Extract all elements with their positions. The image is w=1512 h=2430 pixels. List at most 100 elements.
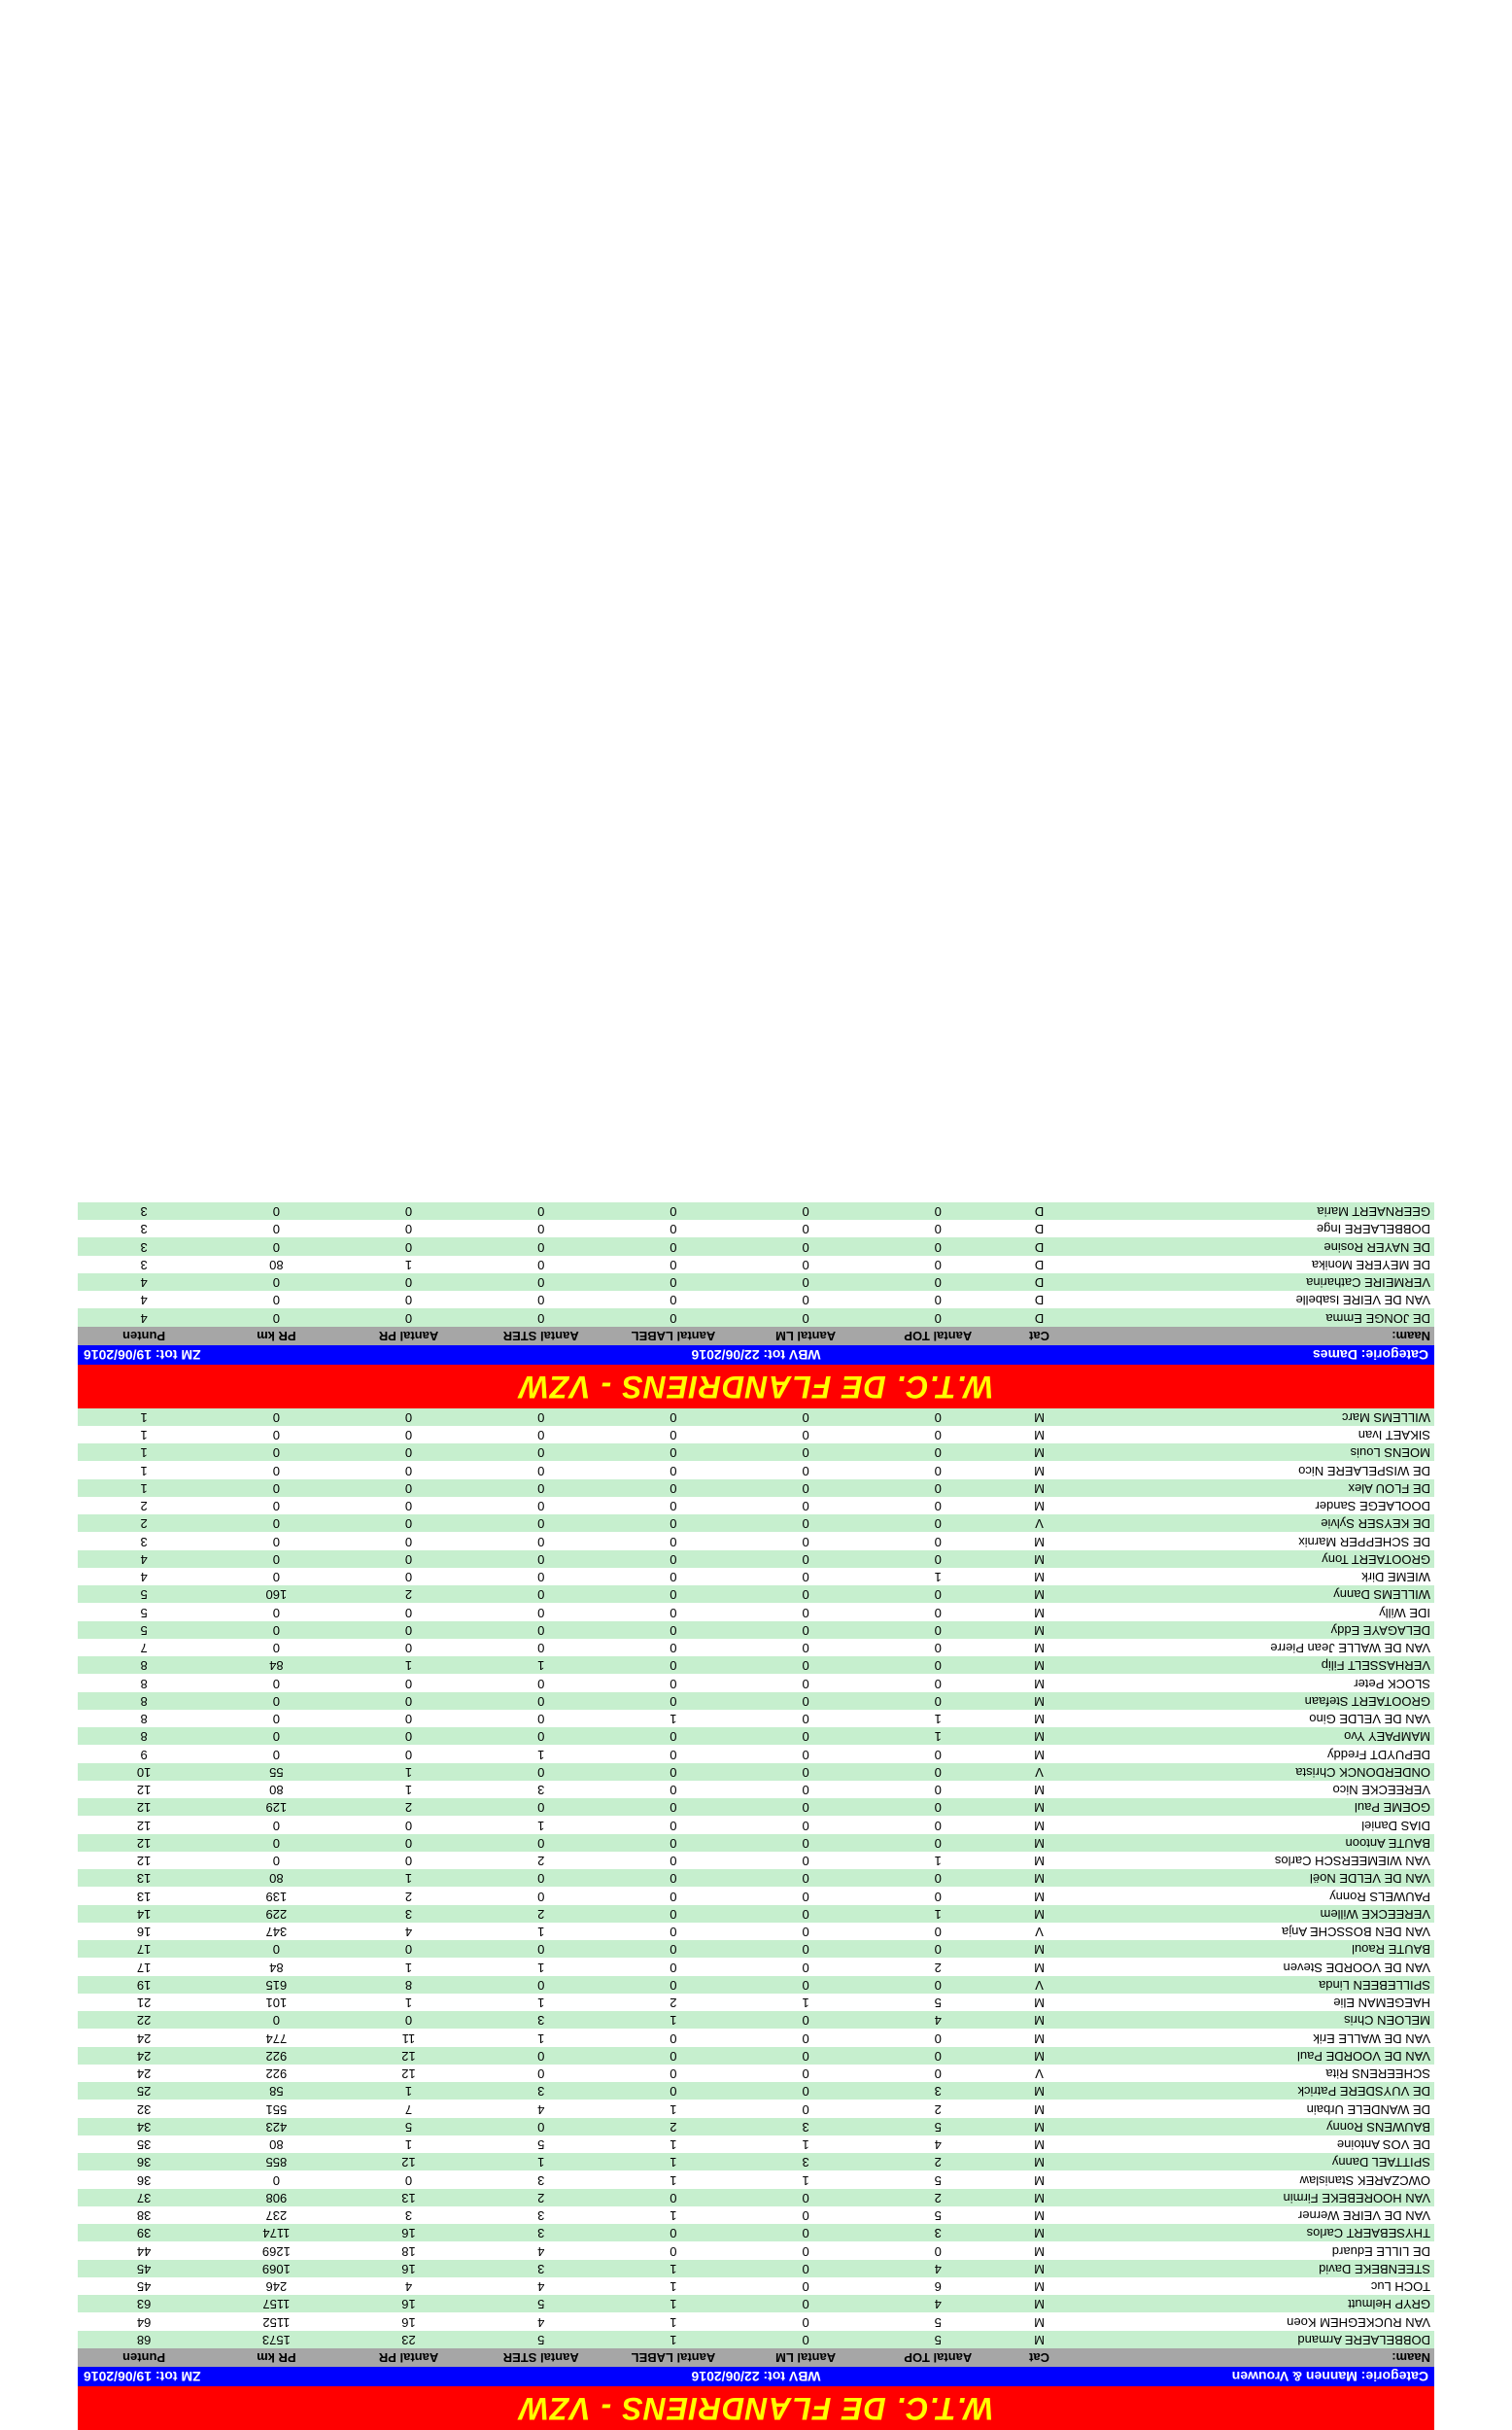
cell: M — [1004, 1834, 1074, 1852]
cell: 0 — [210, 1462, 342, 1479]
cell: 0 — [475, 1273, 607, 1291]
cell: M — [1004, 1585, 1074, 1603]
cell: 0 — [739, 1256, 872, 1273]
cell: 0 — [607, 1426, 739, 1443]
cell: 0 — [342, 1291, 474, 1308]
cell: M — [1004, 2030, 1074, 2047]
cell: 0 — [872, 1443, 1004, 1461]
cell: M — [1004, 1462, 1074, 1479]
table-row: DOBBELAERE IngeD0000003 — [78, 1220, 1434, 1237]
cell: D — [1004, 1220, 1074, 1237]
table-row: BAUWENS RonnyM5320542334 — [78, 2118, 1434, 2135]
table-row: VAN DE VELDE NoëlM000018013 — [78, 1869, 1434, 1887]
table-row: ONDERDONCK ChristaV000015510 — [78, 1763, 1434, 1781]
col-header: Naam: — [1075, 2348, 1434, 2367]
cell: 160 — [210, 1585, 342, 1603]
cell: 1 — [475, 2030, 607, 2047]
cell: M — [1004, 2331, 1074, 2348]
cell: 0 — [872, 1656, 1004, 1674]
col-header: Aantal PR — [342, 1327, 474, 1345]
cell: 0 — [210, 1550, 342, 1568]
cell: 0 — [739, 1497, 872, 1514]
catrow-1: Categorie: Mannen & Vrouwen WBV tot: 22/… — [78, 2367, 1434, 2386]
cell: 0 — [739, 2224, 872, 2241]
cell: SLOCK Peter — [1075, 1675, 1434, 1692]
cell: 0 — [342, 1220, 474, 1237]
cell: 5 — [78, 1621, 210, 1639]
cell: 0 — [739, 1940, 872, 1958]
catrow1-right: ZM tot: 19/06/2016 — [84, 2369, 532, 2384]
cell: 0 — [475, 1604, 607, 1621]
cell: 5 — [342, 2118, 474, 2135]
cell: 24 — [78, 2030, 210, 2047]
cell: 4 — [475, 2242, 607, 2260]
cell: 1 — [475, 1817, 607, 1834]
cell: M — [1004, 1888, 1074, 1905]
cell: MAMPAEY Yvo — [1075, 1727, 1434, 1745]
cell: 24 — [78, 2065, 210, 2082]
cell: 8 — [78, 1675, 210, 1692]
cell: M — [1004, 2135, 1074, 2153]
cell: 8 — [78, 1656, 210, 1674]
cell: 0 — [342, 1817, 474, 1834]
cell: 0 — [607, 1238, 739, 1256]
cell: 0 — [739, 1727, 872, 1745]
cell: 0 — [739, 1869, 872, 1887]
cell: 12 — [78, 1852, 210, 1869]
cell: 0 — [739, 1479, 872, 1497]
cell: 0 — [872, 1692, 1004, 1710]
table-row: PAUWELS RonnyM0000213913 — [78, 1888, 1434, 1905]
table-row: VAN WIEMEERSCH CarlosM10020012 — [78, 1852, 1434, 1869]
cell: 0 — [342, 1533, 474, 1550]
cell: M — [1004, 1817, 1074, 1834]
cell: DE WANDELE Urbain — [1075, 2100, 1434, 2118]
cell: 0 — [739, 1604, 872, 1621]
cell: 1 — [475, 1994, 607, 2011]
cell: 0 — [475, 1976, 607, 1994]
cell: 1573 — [210, 2331, 342, 2348]
cell: 0 — [475, 1568, 607, 1585]
cell: 922 — [210, 2065, 342, 2082]
cell: 0 — [739, 1443, 872, 1461]
cell: 0 — [210, 1514, 342, 1532]
cell: 16 — [342, 2260, 474, 2277]
cell: WILLEMS Danny — [1075, 1585, 1434, 1603]
table-row: VEREECKE WillemM1002322914 — [78, 1905, 1434, 1923]
cell: M — [1004, 1692, 1074, 1710]
cell: 139 — [210, 1888, 342, 1905]
cell: 0 — [739, 1273, 872, 1291]
cell: 0 — [739, 1905, 872, 1923]
cell: M — [1004, 2171, 1074, 2189]
cell: 0 — [872, 1888, 1004, 1905]
cell: 0 — [342, 1692, 474, 1710]
cell: 0 — [739, 1291, 872, 1308]
cell: 1 — [607, 2206, 739, 2224]
table-row: DOBBELAERE ArmandM501523157368 — [78, 2331, 1434, 2348]
cell: 0 — [872, 1291, 1004, 1308]
cell: 0 — [872, 1746, 1004, 1763]
cell: 8 — [78, 1692, 210, 1710]
cell: GEERNAERT Maria — [1075, 1202, 1434, 1220]
cell: 0 — [475, 1798, 607, 1816]
cell: 0 — [872, 2065, 1004, 2082]
cell: 0 — [475, 1443, 607, 1461]
cell: 45 — [78, 2260, 210, 2277]
table-row: DE MEYERE MonikaD00001803 — [78, 1256, 1434, 1273]
table-row: WILLEMS DannyM000021605 — [78, 1585, 1434, 1603]
cell: WIEME Dirk — [1075, 1568, 1434, 1585]
report-content: W.T.C. DE FLANDRIENS - VZW Categorie: Ma… — [78, 1202, 1434, 2430]
cell: 0 — [872, 1202, 1004, 1220]
cell: 2 — [78, 1514, 210, 1532]
table-row: TOCH LucM6014424645 — [78, 2277, 1434, 2295]
table-row: DE WANDELE UrbainM2014755132 — [78, 2100, 1434, 2118]
cell: 0 — [872, 1238, 1004, 1256]
cell: 0 — [872, 1604, 1004, 1621]
table-row: SIKAET IvanM0000001 — [78, 1426, 1434, 1443]
cell: 0 — [475, 1692, 607, 1710]
cell: 922 — [210, 2047, 342, 2065]
cell: 0 — [342, 1746, 474, 1763]
cell: 0 — [607, 1604, 739, 1621]
cell: 7 — [342, 2100, 474, 2118]
cell: 0 — [872, 1817, 1004, 1834]
cell: 3 — [475, 2224, 607, 2241]
